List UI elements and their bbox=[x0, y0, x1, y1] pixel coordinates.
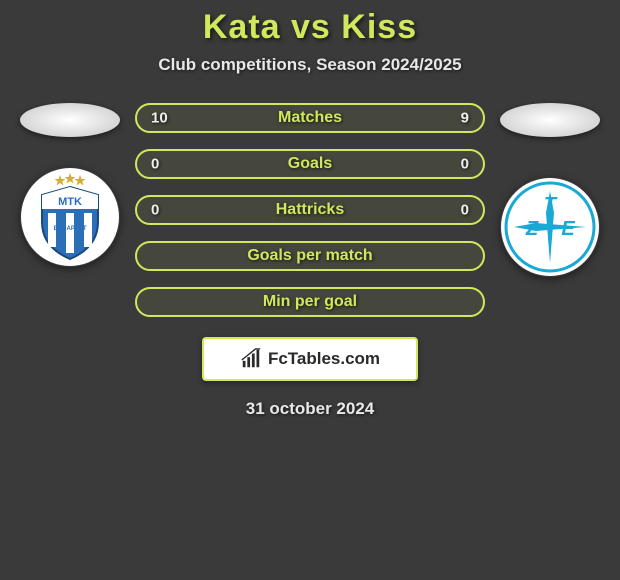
stat-label: Goals per match bbox=[247, 247, 372, 265]
stat-label: Goals bbox=[288, 155, 332, 173]
stat-value-left: 0 bbox=[151, 202, 159, 219]
comparison-card: Kata vs Kiss Club competitions, Season 2… bbox=[0, 0, 620, 419]
main-row: MTK BUDAPEST 10 Matches 9 0 Goals 0 bbox=[0, 103, 620, 317]
chart-icon bbox=[240, 348, 262, 370]
stat-row-matches: 10 Matches 9 bbox=[135, 103, 485, 133]
stat-value-right: 9 bbox=[461, 110, 469, 127]
stat-row-goals-per-match: Goals per match bbox=[135, 241, 485, 271]
stat-label: Matches bbox=[278, 109, 342, 127]
stat-value-right: 0 bbox=[461, 202, 469, 219]
stat-value-left: 10 bbox=[151, 110, 168, 127]
svg-text:MTK: MTK bbox=[58, 196, 82, 208]
stat-row-hattricks: 0 Hattricks 0 bbox=[135, 195, 485, 225]
subtitle: Club competitions, Season 2024/2025 bbox=[0, 55, 620, 75]
player2-photo bbox=[500, 103, 600, 137]
zte-badge-icon: T Z E bbox=[500, 177, 600, 277]
svg-text:T: T bbox=[544, 194, 558, 216]
stats-column: 10 Matches 9 0 Goals 0 0 Hattricks 0 Goa… bbox=[135, 103, 485, 317]
mtk-badge-icon: MTK BUDAPEST bbox=[20, 167, 120, 267]
date-label: 31 october 2024 bbox=[0, 399, 620, 419]
player1-club-badge: MTK BUDAPEST bbox=[20, 167, 120, 267]
svg-text:E: E bbox=[561, 218, 575, 240]
stat-value-left: 0 bbox=[151, 156, 159, 173]
player1-column: MTK BUDAPEST bbox=[15, 103, 125, 267]
player2-club-badge: T Z E bbox=[500, 177, 600, 277]
stat-value-right: 0 bbox=[461, 156, 469, 173]
stat-label: Min per goal bbox=[263, 293, 357, 311]
player2-column: T Z E bbox=[495, 103, 605, 277]
brand-text: FcTables.com bbox=[268, 349, 380, 369]
stat-label: Hattricks bbox=[276, 201, 344, 219]
stat-row-goals: 0 Goals 0 bbox=[135, 149, 485, 179]
svg-text:Z: Z bbox=[525, 218, 539, 240]
svg-text:BUDAPEST: BUDAPEST bbox=[53, 226, 86, 232]
stat-row-min-per-goal: Min per goal bbox=[135, 287, 485, 317]
player1-photo bbox=[20, 103, 120, 137]
brand-badge: FcTables.com bbox=[202, 337, 418, 381]
page-title: Kata vs Kiss bbox=[0, 8, 620, 47]
